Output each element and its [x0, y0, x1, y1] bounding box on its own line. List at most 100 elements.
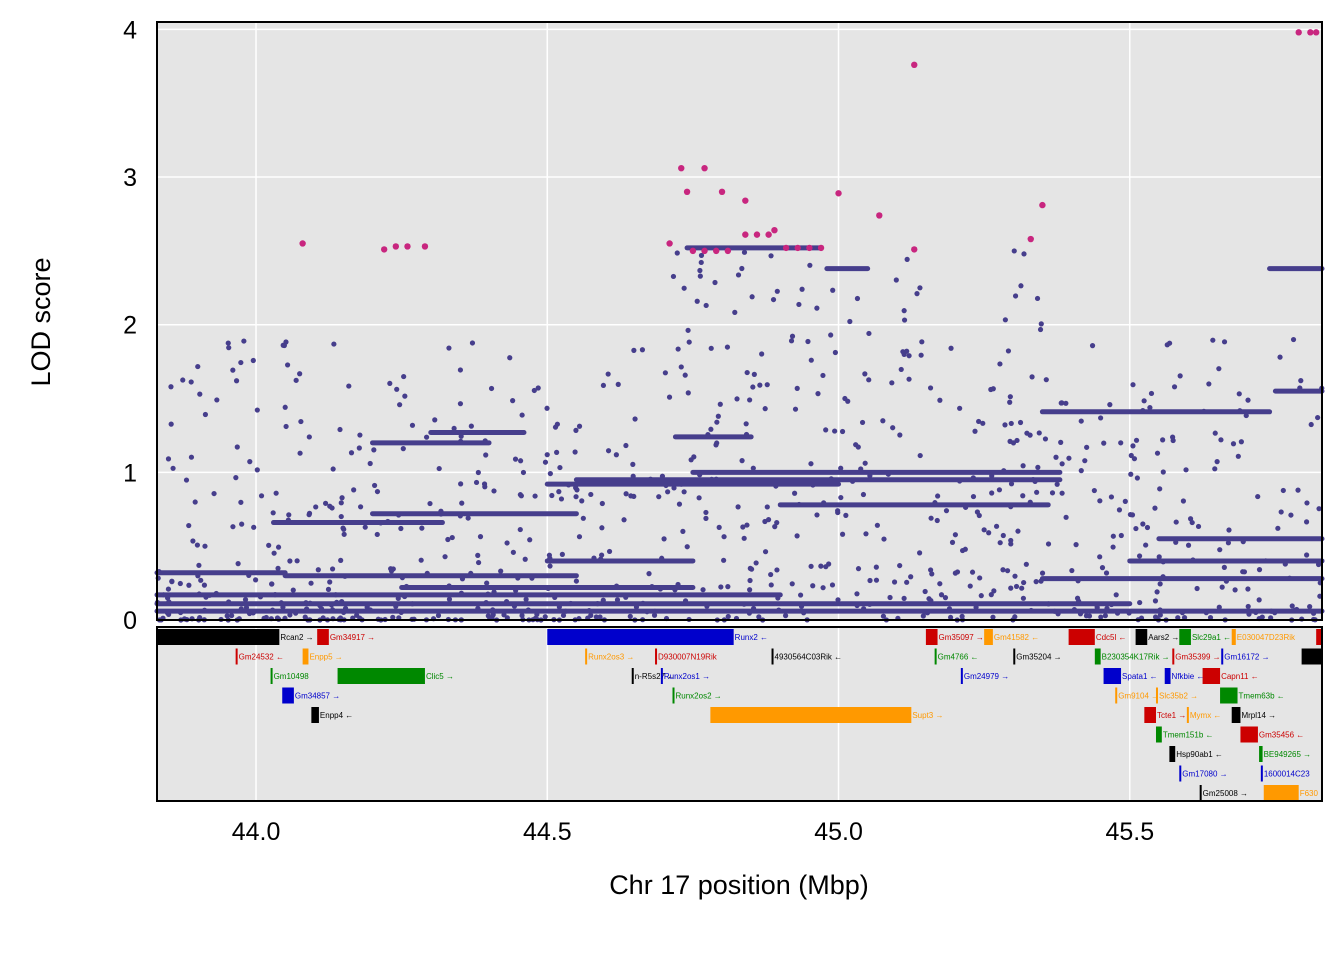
lod-point	[1035, 464, 1041, 470]
lod-point	[724, 344, 731, 350]
lod-point	[282, 404, 288, 410]
lod-point	[862, 371, 868, 377]
lod-point	[325, 586, 332, 592]
lod-point	[556, 489, 562, 495]
lod-point	[880, 613, 887, 619]
lod-point	[890, 425, 896, 431]
lod-point	[698, 259, 704, 266]
lod-point	[1219, 584, 1225, 590]
lod-point	[1160, 469, 1166, 475]
gene-block	[631, 668, 634, 684]
lod-point	[716, 524, 722, 530]
lod-point	[1221, 564, 1227, 570]
gene-label: Gm35399 →	[1175, 653, 1220, 662]
lod-point	[919, 339, 925, 345]
lod-point	[918, 352, 924, 358]
lod-point	[928, 515, 934, 521]
lod-point	[605, 448, 612, 454]
lod-point	[1053, 454, 1059, 460]
lod-point	[1144, 524, 1151, 531]
lod-point	[835, 508, 841, 514]
gene-label: Gm34857 →	[295, 692, 340, 701]
lod-point	[794, 533, 800, 539]
lod-point	[756, 614, 762, 620]
gene-label: Rcan2 →	[280, 633, 313, 642]
y-axis-ticks: 0 1 2 3 4	[123, 16, 137, 635]
lod-point	[628, 493, 634, 499]
lod-point	[750, 465, 756, 471]
lod-point	[1133, 525, 1139, 532]
lod-point	[814, 512, 820, 518]
lod-point	[186, 582, 192, 588]
lod-point	[557, 464, 563, 471]
gene-block	[1179, 765, 1182, 782]
lod-point	[1256, 597, 1262, 603]
lod-point	[576, 423, 583, 429]
lod-point	[1097, 554, 1103, 560]
lod-point	[1221, 339, 1228, 345]
lod-point	[273, 490, 279, 496]
lod-point	[1007, 399, 1013, 405]
y-tick-label: 3	[123, 164, 137, 192]
lod-point	[1218, 437, 1224, 443]
lod-point	[623, 442, 629, 449]
lod-point	[974, 509, 980, 515]
lod-point	[839, 428, 846, 435]
gene-block	[1260, 765, 1263, 782]
lod-point	[739, 265, 745, 272]
lod-point	[1000, 532, 1006, 539]
lod-point	[1307, 604, 1313, 610]
lod-point	[329, 566, 336, 572]
lod-point	[666, 394, 673, 400]
lod-point	[1000, 567, 1006, 573]
gene-label: 4930564C03Rik ←	[775, 653, 843, 662]
lod-point	[449, 534, 455, 541]
lod-highlight-point	[701, 164, 708, 172]
gene-block	[1155, 687, 1158, 704]
lod-point	[838, 494, 844, 501]
lod-point	[202, 543, 208, 549]
lod-highlight-point	[380, 246, 388, 253]
lod-point	[1130, 443, 1136, 449]
lod-point	[468, 423, 474, 429]
lod-highlight-point	[724, 247, 732, 255]
lod-point	[740, 524, 746, 530]
lod-point	[1058, 439, 1064, 445]
lod-point	[854, 295, 861, 302]
lod-point	[1039, 570, 1046, 576]
gene-label: Nfkbie ←	[1172, 672, 1205, 681]
lod-point	[1152, 505, 1158, 511]
lod-point	[559, 551, 565, 557]
lod-point	[929, 571, 935, 577]
lod-point	[202, 411, 209, 418]
lod-point	[914, 291, 920, 297]
lod-point	[935, 493, 941, 499]
lod-point	[917, 285, 923, 291]
lod-point	[1278, 509, 1284, 515]
lod-point	[402, 393, 408, 399]
lod-point	[1086, 613, 1093, 619]
lod-point	[788, 338, 795, 344]
lod-point	[512, 456, 519, 462]
lod-highlight-point	[1312, 29, 1320, 36]
lod-point	[520, 469, 527, 476]
lod-point	[927, 385, 934, 391]
lod-point	[517, 526, 523, 533]
lod-point	[1133, 437, 1140, 443]
lod-point	[615, 381, 621, 387]
lod-point	[1130, 382, 1136, 388]
lod-point	[893, 277, 899, 283]
lod-point	[810, 583, 816, 589]
lod-point	[330, 466, 336, 472]
lod-point	[901, 595, 907, 601]
lod-point	[661, 536, 667, 542]
lod-point	[1295, 487, 1301, 493]
lod-point	[749, 294, 755, 300]
lod-point	[820, 372, 826, 379]
lod-point	[980, 420, 986, 426]
lod-point	[1180, 498, 1187, 504]
lod-point	[863, 531, 869, 537]
lod-point	[1230, 441, 1237, 447]
lod-point	[798, 592, 804, 598]
lod-highlight-point	[683, 188, 691, 196]
